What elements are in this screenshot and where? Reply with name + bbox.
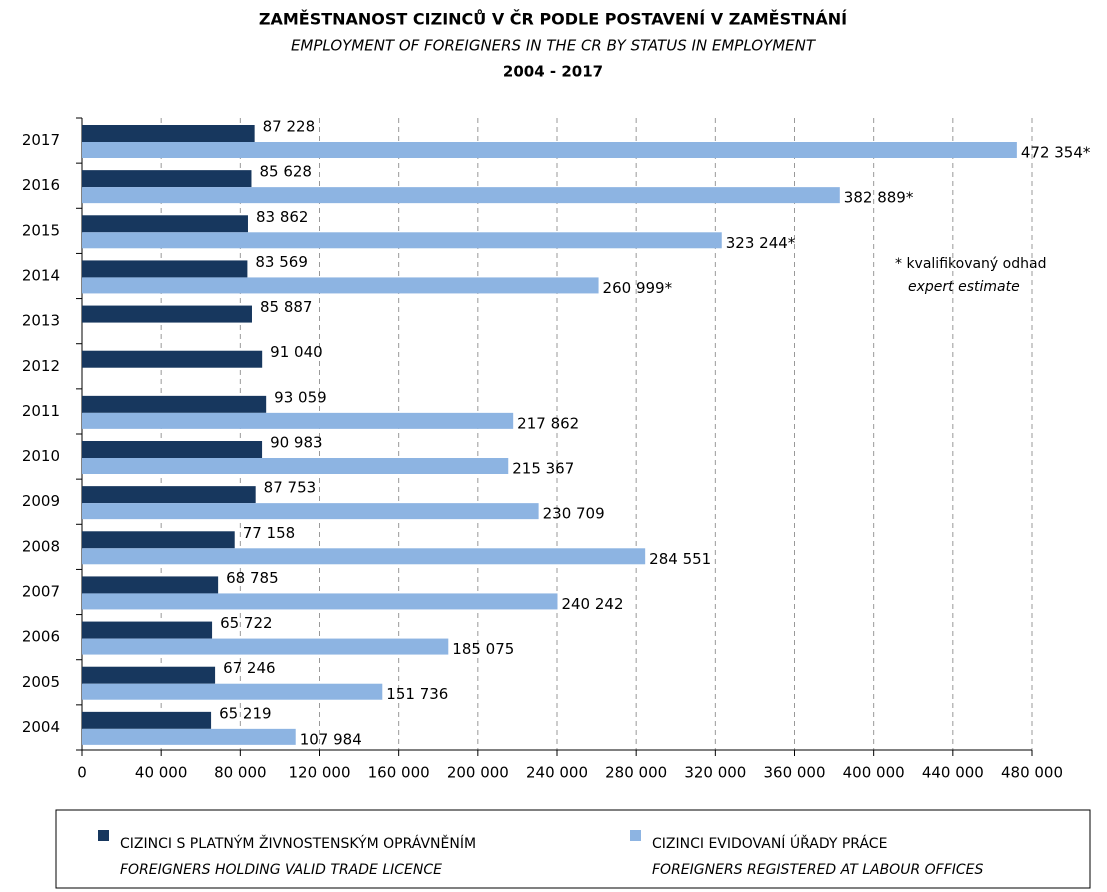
value-label: 91 040 [270, 343, 323, 361]
bar [82, 486, 256, 504]
bar [82, 170, 252, 188]
bar [82, 503, 539, 520]
y-tick-label: 2004 [22, 718, 60, 736]
bar [82, 638, 449, 655]
x-tick-label: 400 000 [843, 764, 905, 782]
value-label: 151 736 [386, 685, 448, 703]
value-label: 85 887 [260, 298, 313, 316]
bar [82, 576, 219, 594]
bar [82, 125, 255, 142]
y-tick-label: 2013 [22, 312, 60, 330]
y-tick-label: 2005 [22, 673, 60, 691]
bar [82, 458, 509, 474]
chart-title: ZAMĚSTNANOST CIZINCŮ V ČR PODLE POSTAVEN… [259, 10, 847, 29]
value-label: 83 862 [256, 208, 309, 226]
value-label: 68 785 [226, 569, 278, 587]
x-tick-label: 200 000 [447, 764, 509, 782]
value-label: 90 983 [270, 434, 323, 452]
chart-period: 2004 - 2017 [503, 63, 603, 81]
value-label: 67 246 [223, 659, 276, 677]
x-tick-label: 120 000 [288, 764, 350, 782]
value-label: 83 569 [255, 253, 308, 271]
x-tick-label: 240 000 [526, 764, 588, 782]
bar [82, 187, 840, 204]
legend-label: FOREIGNERS REGISTERED AT LABOUR OFFICES [652, 862, 984, 878]
y-tick-label: 2015 [22, 221, 60, 239]
x-tick-label: 480 000 [1001, 764, 1063, 782]
value-label: 85 628 [259, 163, 312, 181]
bar [82, 412, 514, 429]
value-label: 87 228 [263, 118, 316, 136]
bar [82, 666, 216, 684]
bar [82, 441, 263, 458]
x-tick-label: 0 [77, 764, 87, 782]
bar [82, 215, 248, 233]
value-label: 65 722 [220, 614, 273, 632]
legend-label: FOREIGNERS HOLDING VALID TRADE LICENCE [120, 862, 442, 878]
x-tick-label: 440 000 [922, 764, 984, 782]
bar [82, 350, 263, 368]
value-label: 284 551 [649, 550, 711, 568]
value-label: 240 242 [561, 595, 623, 613]
y-tick-label: 2006 [22, 628, 60, 646]
bar [82, 260, 248, 278]
x-tick-label: 40 000 [135, 764, 188, 782]
y-tick-label: 2012 [22, 357, 60, 375]
x-tick-label: 160 000 [368, 764, 430, 782]
y-tick-label: 2007 [22, 583, 60, 601]
bar [82, 593, 558, 610]
chart-subtitle: EMPLOYMENT OF FOREIGNERS IN THE CR BY ST… [291, 37, 817, 55]
bar [82, 728, 296, 745]
bar [82, 548, 646, 565]
y-tick-label: 2010 [22, 447, 60, 465]
y-tick-label: 2009 [22, 492, 60, 510]
bar [82, 277, 599, 294]
x-tick-label: 360 000 [763, 764, 825, 782]
legend-swatch [630, 830, 641, 841]
legend-label: CIZINCI S PLATNÝM ŽIVNOSTENSKÝM OPRÁVNĚN… [120, 834, 476, 852]
value-label: 217 862 [517, 414, 579, 432]
value-label: 185 075 [452, 640, 514, 658]
y-tick-label: 2016 [22, 176, 60, 194]
bar [82, 305, 252, 323]
x-tick-label: 80 000 [214, 764, 267, 782]
y-tick-label: 2011 [22, 402, 60, 420]
value-label: 323 244* [726, 234, 796, 252]
x-tick-label: 320 000 [684, 764, 746, 782]
value-label: 230 709 [543, 505, 605, 523]
bar [82, 232, 722, 249]
bar [82, 531, 235, 549]
value-label: 107 984 [300, 730, 362, 748]
value-label: 77 158 [243, 524, 296, 542]
legend-box [55, 809, 1091, 889]
value-label: 260 999* [603, 279, 673, 297]
y-tick-label: 2017 [22, 131, 60, 149]
value-label: 472 354* [1021, 144, 1091, 162]
x-tick-label: 280 000 [605, 764, 667, 782]
value-label: 87 753 [264, 479, 317, 497]
y-tick-label: 2014 [22, 267, 60, 285]
legend-label: CIZINCI EVIDOVANÍ ÚŘADY PRÁCE [652, 834, 887, 852]
bar [82, 683, 383, 700]
bar [82, 711, 212, 729]
annotation: * kvalifikovaný odhad [895, 256, 1046, 272]
value-label: 65 219 [219, 704, 272, 722]
value-label: 215 367 [512, 460, 574, 478]
value-label: 93 059 [274, 388, 327, 406]
annotation: expert estimate [908, 279, 1020, 295]
bar [82, 142, 1017, 158]
bar [82, 621, 213, 639]
bar [82, 395, 267, 413]
legend-swatch [98, 830, 109, 841]
y-tick-label: 2008 [22, 537, 60, 555]
value-label: 382 889* [844, 189, 914, 207]
